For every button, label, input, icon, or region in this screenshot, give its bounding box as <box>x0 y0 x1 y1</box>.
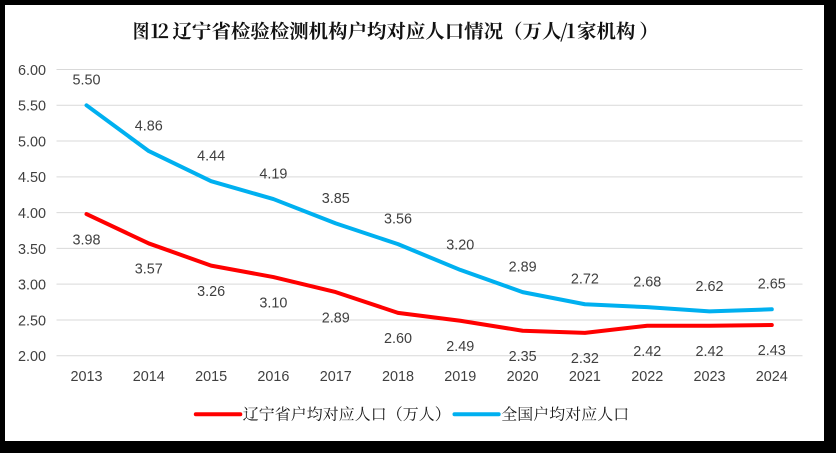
svg-text:2.42: 2.42 <box>633 344 661 360</box>
svg-text:3.00: 3.00 <box>18 278 46 294</box>
svg-text:3.26: 3.26 <box>197 284 225 300</box>
svg-text:2017: 2017 <box>320 369 352 385</box>
svg-text:3.57: 3.57 <box>135 262 163 278</box>
svg-text:2023: 2023 <box>693 369 725 385</box>
svg-text:4.44: 4.44 <box>197 149 225 165</box>
svg-text:3.56: 3.56 <box>384 212 412 228</box>
svg-text:4.50: 4.50 <box>18 170 46 186</box>
svg-text:3.98: 3.98 <box>72 232 100 248</box>
svg-text:2019: 2019 <box>444 369 476 385</box>
svg-text:2024: 2024 <box>756 369 788 385</box>
svg-text:2.50: 2.50 <box>18 313 46 329</box>
svg-text:2.60: 2.60 <box>384 331 412 347</box>
svg-text:3.20: 3.20 <box>446 237 474 253</box>
svg-text:5.50: 5.50 <box>18 99 46 115</box>
svg-text:2015: 2015 <box>195 369 227 385</box>
svg-text:2013: 2013 <box>70 369 102 385</box>
svg-text:2.00: 2.00 <box>18 349 46 365</box>
svg-text:2016: 2016 <box>257 369 289 385</box>
svg-text:2.35: 2.35 <box>509 349 537 365</box>
svg-text:2.32: 2.32 <box>571 351 599 367</box>
svg-text:4.86: 4.86 <box>135 119 163 135</box>
svg-text:5.00: 5.00 <box>18 134 46 150</box>
svg-text:4.00: 4.00 <box>18 206 46 222</box>
svg-text:3.85: 3.85 <box>322 191 350 207</box>
svg-text:2.65: 2.65 <box>758 277 786 293</box>
svg-text:2.42: 2.42 <box>695 344 723 360</box>
svg-text:2.68: 2.68 <box>633 275 661 291</box>
svg-text:2018: 2018 <box>382 369 414 385</box>
svg-text:3.50: 3.50 <box>18 242 46 258</box>
svg-text:2014: 2014 <box>133 369 165 385</box>
svg-text:2.62: 2.62 <box>695 279 723 295</box>
svg-text:2.89: 2.89 <box>509 260 537 276</box>
svg-text:2021: 2021 <box>569 369 601 385</box>
svg-text:4.19: 4.19 <box>259 166 287 182</box>
svg-text:2.89: 2.89 <box>322 310 350 326</box>
svg-text:6.00: 6.00 <box>18 63 46 79</box>
svg-text:3.10: 3.10 <box>259 295 287 311</box>
svg-text:5.50: 5.50 <box>72 73 100 89</box>
svg-text:2.49: 2.49 <box>446 339 474 355</box>
svg-text:2020: 2020 <box>507 369 539 385</box>
svg-text:2.43: 2.43 <box>758 343 786 359</box>
svg-text:2022: 2022 <box>631 369 663 385</box>
svg-text:2.72: 2.72 <box>571 272 599 288</box>
